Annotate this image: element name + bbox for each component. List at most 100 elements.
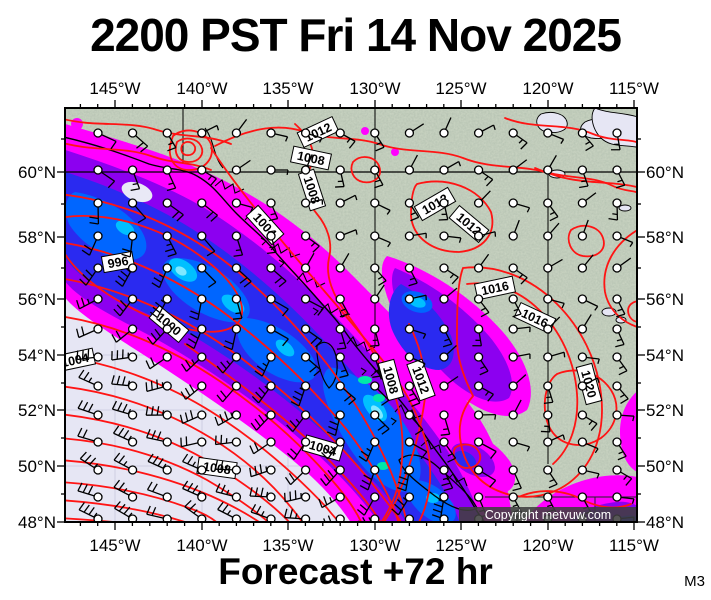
wind-barb: [326, 410, 345, 437]
wind-barb: [197, 165, 217, 186]
wind-barb: [121, 231, 138, 258]
isobar-label: 996: [100, 250, 136, 274]
svg-text:1008: 1008: [202, 460, 232, 478]
wind-barb: [146, 505, 172, 522]
wind-barb: [391, 492, 415, 516]
wind-barb: [508, 294, 522, 318]
wind-barb: [439, 410, 451, 436]
lon-label-bottom: 140°W: [176, 536, 228, 555]
wind-barb: [359, 465, 380, 491]
copyright-badge: Copyright metvuw.com: [459, 507, 637, 522]
wind-barb: [404, 198, 420, 222]
wind-barb: [508, 465, 522, 492]
wind-barb: [146, 429, 172, 447]
wind-barb: [473, 465, 497, 488]
wind-barb: [543, 198, 559, 222]
wind-barb: [93, 128, 117, 150]
wind-barb: [439, 437, 457, 463]
wind-barb: [335, 165, 345, 188]
wind-barb: [577, 219, 589, 241]
wind-barb: [439, 514, 449, 522]
lon-label-bottom: 125°W: [435, 536, 487, 555]
wind-barb: [404, 294, 427, 304]
wind-barb: [216, 381, 242, 403]
wind-barb: [543, 258, 563, 273]
wind-barb: [439, 344, 457, 362]
wind-barb: [335, 381, 356, 406]
lon-label-top: 135°W: [262, 79, 314, 98]
wind-barb: [214, 460, 242, 475]
wind-barb: [78, 369, 103, 391]
wind-barb: [162, 165, 177, 192]
wind-barb: [266, 128, 289, 142]
wind-barb: [250, 503, 276, 522]
wind-barb: [149, 294, 172, 319]
wind-barb: [300, 294, 324, 316]
lon-label-top: 120°W: [522, 79, 574, 98]
lon-label-top: 125°W: [435, 79, 487, 98]
wind-barb: [162, 128, 177, 152]
wind-barb: [113, 294, 138, 317]
wind-barb: [320, 465, 345, 486]
wind-barb: [162, 198, 184, 222]
wind-barb: [335, 324, 347, 350]
wind-barb: [473, 410, 497, 420]
wind-barb: [197, 198, 218, 222]
wind-barb: [439, 117, 452, 138]
wind-barb: [404, 154, 419, 175]
wind-barb: [266, 231, 277, 255]
isobar-label: 1016: [473, 275, 517, 301]
lon-label-top: 130°W: [349, 79, 401, 98]
wind-barb: [145, 379, 172, 392]
wind-barb: [370, 128, 385, 152]
wind-barb: [612, 231, 634, 248]
wind-barb: [508, 159, 528, 175]
lat-label-right: 48°N: [646, 513, 684, 532]
wind-barb: [76, 349, 103, 362]
page-title: 2200 PST Fri 14 Nov 2025: [90, 9, 622, 61]
wind-barb: [438, 198, 449, 221]
wind-barb: [404, 352, 426, 369]
wind-barb: [180, 381, 207, 400]
wind-barb: [404, 263, 418, 287]
wind-barb: [612, 410, 635, 422]
wind-barb: [287, 437, 311, 460]
wind-barb: [612, 465, 633, 486]
wind-barb: [439, 263, 459, 285]
lat-label-left: 52°N: [18, 401, 56, 420]
wind-barb: [543, 294, 565, 309]
wind-barb: [214, 410, 242, 426]
wind-barb: [543, 222, 560, 241]
lat-label-right: 52°N: [646, 401, 684, 420]
wind-barb: [439, 160, 462, 175]
wind-barb: [508, 324, 531, 334]
wind-barb: [404, 381, 421, 407]
wind-barb: [181, 352, 207, 372]
wind-barb: [508, 399, 522, 420]
wind-barb: [508, 128, 528, 150]
wind-barb: [284, 490, 311, 503]
lat-label-right: 56°N: [646, 290, 684, 309]
lon-label-top: 145°W: [89, 79, 141, 98]
wind-barb: [404, 410, 424, 436]
wind-barb: [431, 492, 449, 519]
wind-barb: [577, 165, 589, 189]
wind-barb: [111, 349, 138, 362]
wind-barb: [439, 324, 453, 348]
wind-barb: [404, 437, 428, 460]
wind-barb: [508, 352, 531, 362]
wind-barb: [127, 165, 141, 192]
wind-barb: [473, 294, 490, 318]
wind-barb: [370, 263, 387, 286]
wind-barb: [404, 231, 427, 241]
wind-barb: [473, 190, 491, 208]
wind-barb: [543, 434, 566, 447]
wind-barb: [543, 154, 557, 175]
wind-barb: [113, 479, 138, 502]
lon-label-bottom: 120°W: [522, 536, 574, 555]
wind-barb: [76, 324, 103, 339]
svg-text:1016: 1016: [480, 279, 510, 298]
wind-barb: [223, 324, 242, 351]
